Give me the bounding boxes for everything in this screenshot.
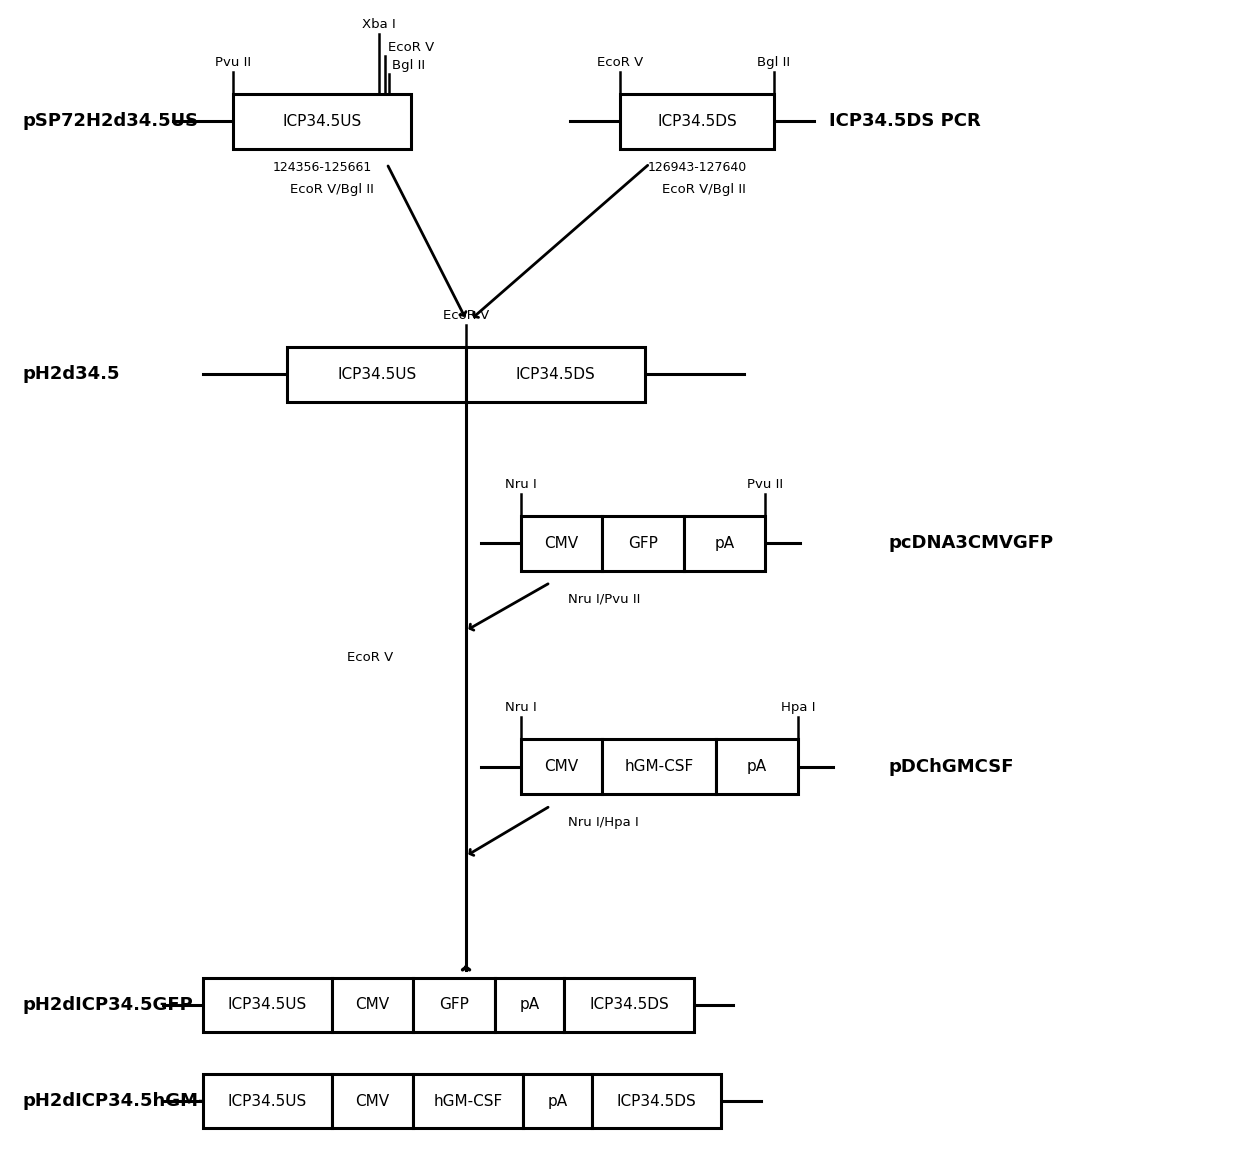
Text: Nru I: Nru I <box>505 478 537 491</box>
Bar <box>522 1073 593 1129</box>
Text: pA: pA <box>547 1094 568 1109</box>
Text: Bgl II: Bgl II <box>392 59 425 73</box>
Text: pcDNA3CMVGFP: pcDNA3CMVGFP <box>888 534 1053 552</box>
Bar <box>332 978 413 1032</box>
Bar <box>203 1073 332 1129</box>
Text: CMV: CMV <box>544 759 578 774</box>
Text: ICP34.5DS: ICP34.5DS <box>516 367 595 382</box>
Text: 124356-125661: 124356-125661 <box>273 160 372 174</box>
Text: ICP34.5US: ICP34.5US <box>228 1094 308 1109</box>
Text: Nru I/Pvu II: Nru I/Pvu II <box>568 593 641 605</box>
Text: hGM-CSF: hGM-CSF <box>434 1094 502 1109</box>
Text: Bgl II: Bgl II <box>758 56 791 69</box>
Text: ICP34.5US: ICP34.5US <box>337 367 417 382</box>
Text: ICP34.5DS: ICP34.5DS <box>589 997 668 1012</box>
Bar <box>620 95 774 149</box>
Text: ICP34.5DS: ICP34.5DS <box>616 1094 697 1109</box>
Bar <box>495 978 564 1032</box>
Text: CMV: CMV <box>544 536 578 551</box>
Text: EcoR V/Bgl II: EcoR V/Bgl II <box>290 183 374 196</box>
Text: Pvu II: Pvu II <box>746 478 784 491</box>
Text: pH2dICP34.5GFP: pH2dICP34.5GFP <box>22 996 192 1013</box>
Text: EcoR V: EcoR V <box>347 651 393 664</box>
Text: EcoR V: EcoR V <box>443 309 489 323</box>
Bar <box>603 739 717 794</box>
Bar <box>683 515 765 571</box>
Bar <box>288 347 466 401</box>
Bar <box>521 739 603 794</box>
Bar <box>466 347 645 401</box>
Text: EcoR V/Bgl II: EcoR V/Bgl II <box>662 183 746 196</box>
Text: pH2d34.5: pH2d34.5 <box>22 366 119 384</box>
Text: hGM-CSF: hGM-CSF <box>625 759 694 774</box>
Text: pSP72H2d34.5US: pSP72H2d34.5US <box>22 112 198 130</box>
Text: ICP34.5US: ICP34.5US <box>228 997 308 1012</box>
Text: ICP34.5DS PCR: ICP34.5DS PCR <box>828 112 981 130</box>
Text: Nru I/Hpa I: Nru I/Hpa I <box>568 816 639 829</box>
Bar <box>603 515 683 571</box>
Text: EcoR V: EcoR V <box>596 56 644 69</box>
Text: EcoR V: EcoR V <box>388 42 434 54</box>
Bar <box>413 978 495 1032</box>
Text: pA: pA <box>714 536 734 551</box>
Text: Nru I: Nru I <box>505 701 537 715</box>
Bar <box>521 515 603 571</box>
Text: CMV: CMV <box>356 997 389 1012</box>
Bar <box>233 95 412 149</box>
Bar <box>564 978 693 1032</box>
Bar <box>593 1073 722 1129</box>
Bar <box>413 1073 522 1129</box>
Text: GFP: GFP <box>627 536 657 551</box>
Bar <box>203 978 332 1032</box>
Text: pA: pA <box>746 759 768 774</box>
Text: pDChGMCSF: pDChGMCSF <box>888 758 1013 776</box>
Text: Pvu II: Pvu II <box>215 56 250 69</box>
Text: pA: pA <box>520 997 539 1012</box>
Bar <box>717 739 797 794</box>
Text: pH2dICP34.5hGM-CSF: pH2dICP34.5hGM-CSF <box>22 1092 244 1110</box>
Bar <box>332 1073 413 1129</box>
Text: GFP: GFP <box>439 997 469 1012</box>
Text: ICP34.5DS: ICP34.5DS <box>657 114 737 129</box>
Text: Hpa I: Hpa I <box>780 701 815 715</box>
Text: Xba I: Xba I <box>362 18 396 31</box>
Text: CMV: CMV <box>356 1094 389 1109</box>
Text: 126943-127640: 126943-127640 <box>647 160 746 174</box>
Text: ICP34.5US: ICP34.5US <box>283 114 362 129</box>
